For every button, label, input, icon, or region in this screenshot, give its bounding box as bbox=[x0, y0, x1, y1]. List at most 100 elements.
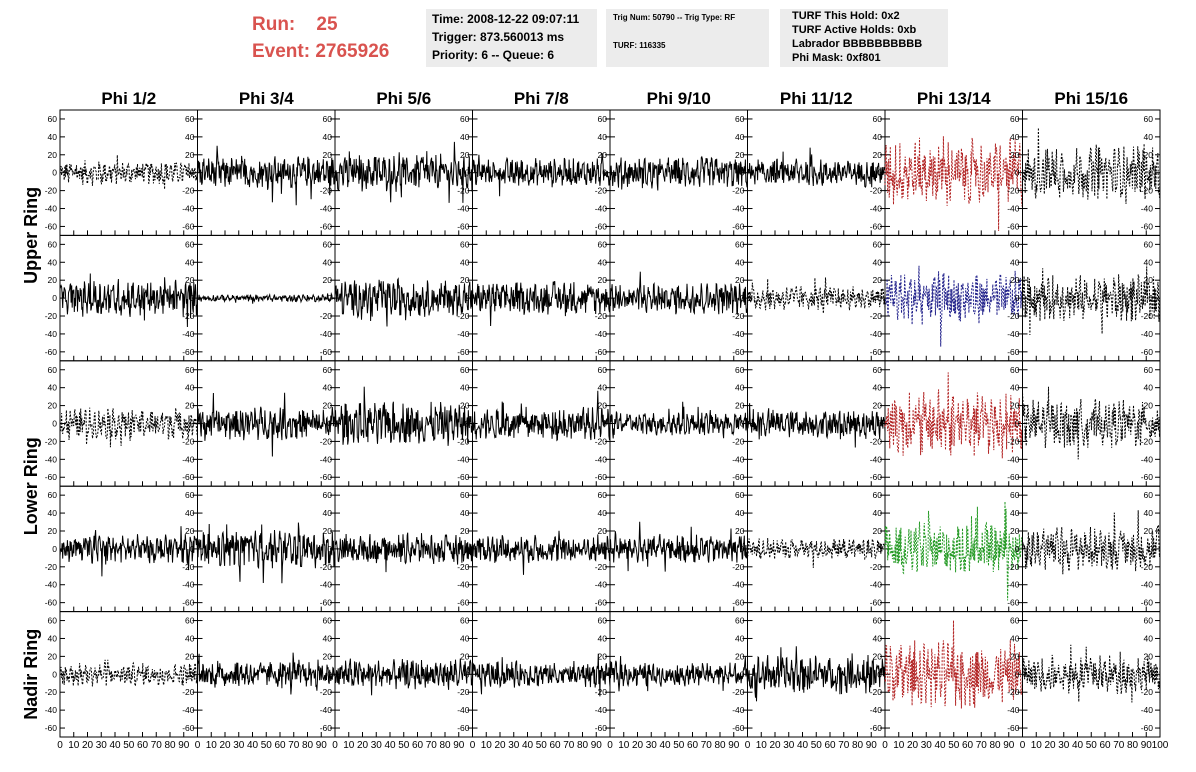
y-tick-label: -60 bbox=[1007, 221, 1020, 231]
x-tick-label: 10 bbox=[68, 740, 80, 751]
x-tick-label: 80 bbox=[164, 740, 176, 751]
y-tick-label: -40 bbox=[45, 454, 58, 464]
waveform-trace bbox=[472, 653, 611, 697]
waveform-trace bbox=[472, 281, 611, 327]
x-tick-label: 20 bbox=[494, 740, 506, 751]
y-tick-label: 20 bbox=[1010, 651, 1020, 661]
y-tick-label: 0 bbox=[877, 544, 882, 554]
y-tick-label: -40 bbox=[595, 204, 608, 214]
column-header: Phi 7/8 bbox=[514, 89, 569, 108]
x-tick-label: 50 bbox=[536, 740, 548, 751]
y-tick-label: -40 bbox=[45, 705, 58, 715]
y-tick-label: 0 bbox=[465, 168, 470, 178]
waveform-trace bbox=[884, 501, 1023, 601]
x-tick-label: 70 bbox=[151, 740, 163, 751]
y-tick-label: 0 bbox=[52, 293, 57, 303]
x-tick-label: 0 bbox=[1020, 740, 1026, 751]
waveform-trace bbox=[197, 292, 336, 304]
y-tick-label: 40 bbox=[1010, 508, 1020, 518]
y-tick-label: 0 bbox=[602, 293, 607, 303]
y-tick-label: 20 bbox=[598, 651, 608, 661]
y-tick-label: 60 bbox=[873, 616, 883, 626]
y-tick-label: 40 bbox=[460, 633, 470, 643]
y-tick-label: -20 bbox=[1141, 687, 1154, 697]
waveform-trace bbox=[609, 401, 748, 439]
y-tick-label: -40 bbox=[457, 329, 470, 339]
y-tick-label: -20 bbox=[870, 436, 883, 446]
y-tick-label: 20 bbox=[48, 651, 58, 661]
y-tick-label: -40 bbox=[1007, 329, 1020, 339]
y-tick-label: -60 bbox=[732, 221, 745, 231]
column-header: Phi 15/16 bbox=[1054, 89, 1128, 108]
y-tick-label: -20 bbox=[45, 436, 58, 446]
y-tick-label: 0 bbox=[465, 669, 470, 679]
y-tick-label: -40 bbox=[320, 454, 333, 464]
x-tick-label: 60 bbox=[824, 740, 836, 751]
y-tick-label: 60 bbox=[185, 239, 195, 249]
y-tick-label: 20 bbox=[598, 526, 608, 536]
y-tick-label: -40 bbox=[595, 329, 608, 339]
y-tick-label: 20 bbox=[1144, 651, 1154, 661]
y-tick-label: 60 bbox=[598, 490, 608, 500]
y-tick-label: 40 bbox=[1010, 383, 1020, 393]
y-tick-label: -20 bbox=[595, 186, 608, 196]
x-tick-label: 40 bbox=[934, 740, 946, 751]
ring-label: Lower Ring bbox=[21, 437, 41, 535]
y-tick-label: -60 bbox=[732, 723, 745, 733]
y-tick-label: 0 bbox=[52, 168, 57, 178]
y-tick-label: -20 bbox=[45, 311, 58, 321]
y-tick-label: -40 bbox=[320, 580, 333, 590]
y-tick-label: 60 bbox=[873, 114, 883, 124]
column-header: Phi 5/6 bbox=[376, 89, 431, 108]
y-tick-label: -20 bbox=[45, 186, 58, 196]
y-tick-label: 20 bbox=[460, 651, 470, 661]
y-tick-label: 60 bbox=[1010, 114, 1020, 124]
y-tick-label: 0 bbox=[877, 168, 882, 178]
y-tick-label: -20 bbox=[1141, 436, 1154, 446]
x-tick-label: 30 bbox=[508, 740, 520, 751]
x-tick-label: 90 bbox=[453, 740, 465, 751]
run-value: 25 bbox=[316, 14, 338, 35]
y-tick-label: 40 bbox=[185, 257, 195, 267]
y-tick-label: -20 bbox=[457, 311, 470, 321]
x-tick-label: 80 bbox=[714, 740, 726, 751]
x-tick-label: 70 bbox=[976, 740, 988, 751]
y-tick-label: 20 bbox=[873, 651, 883, 661]
panel-frame bbox=[884, 109, 1023, 236]
x-tick-label: 60 bbox=[137, 740, 149, 751]
y-tick-label: 40 bbox=[460, 257, 470, 267]
y-tick-label: 0 bbox=[1015, 544, 1020, 554]
x-tick-label: 0 bbox=[195, 740, 201, 751]
y-tick-label: 20 bbox=[185, 526, 195, 536]
y-tick-label: 40 bbox=[735, 132, 745, 142]
y-tick-label: 20 bbox=[873, 526, 883, 536]
waveform-trace bbox=[197, 522, 336, 584]
y-tick-label: 60 bbox=[873, 365, 883, 375]
trigger-info-box: Trig Num: 50790 -- Trig Type: RF TURF: 1… bbox=[606, 9, 769, 67]
time-info-box: Time: 2008-12-22 09:07:11 Trigger: 873.5… bbox=[426, 9, 597, 67]
x-tick-label: 0 bbox=[332, 740, 338, 751]
y-tick-label: -60 bbox=[1007, 347, 1020, 357]
y-tick-label: 40 bbox=[323, 132, 333, 142]
y-tick-label: -60 bbox=[1007, 598, 1020, 608]
y-tick-label: 0 bbox=[877, 419, 882, 429]
y-tick-label: 40 bbox=[873, 132, 883, 142]
y-tick-label: -60 bbox=[595, 347, 608, 357]
y-tick-label: 60 bbox=[1144, 365, 1154, 375]
x-tick-label: 30 bbox=[1058, 740, 1070, 751]
column-header: Phi 11/12 bbox=[780, 89, 853, 108]
y-tick-label: -20 bbox=[870, 186, 883, 196]
x-tick-label: 30 bbox=[921, 740, 933, 751]
y-tick-label: 40 bbox=[48, 508, 58, 518]
x-tick-label: 90 bbox=[1141, 740, 1153, 751]
x-tick-label: 20 bbox=[907, 740, 919, 751]
x-tick-label: 80 bbox=[302, 740, 314, 751]
y-tick-label: 60 bbox=[185, 114, 195, 124]
x-tick-label: 70 bbox=[288, 740, 300, 751]
y-tick-label: -40 bbox=[182, 454, 195, 464]
y-tick-label: -60 bbox=[320, 347, 333, 357]
x-tick-label: 50 bbox=[261, 740, 273, 751]
y-tick-label: 0 bbox=[1148, 419, 1153, 429]
x-tick-label: 0 bbox=[882, 740, 888, 751]
y-tick-label: -40 bbox=[45, 329, 58, 339]
